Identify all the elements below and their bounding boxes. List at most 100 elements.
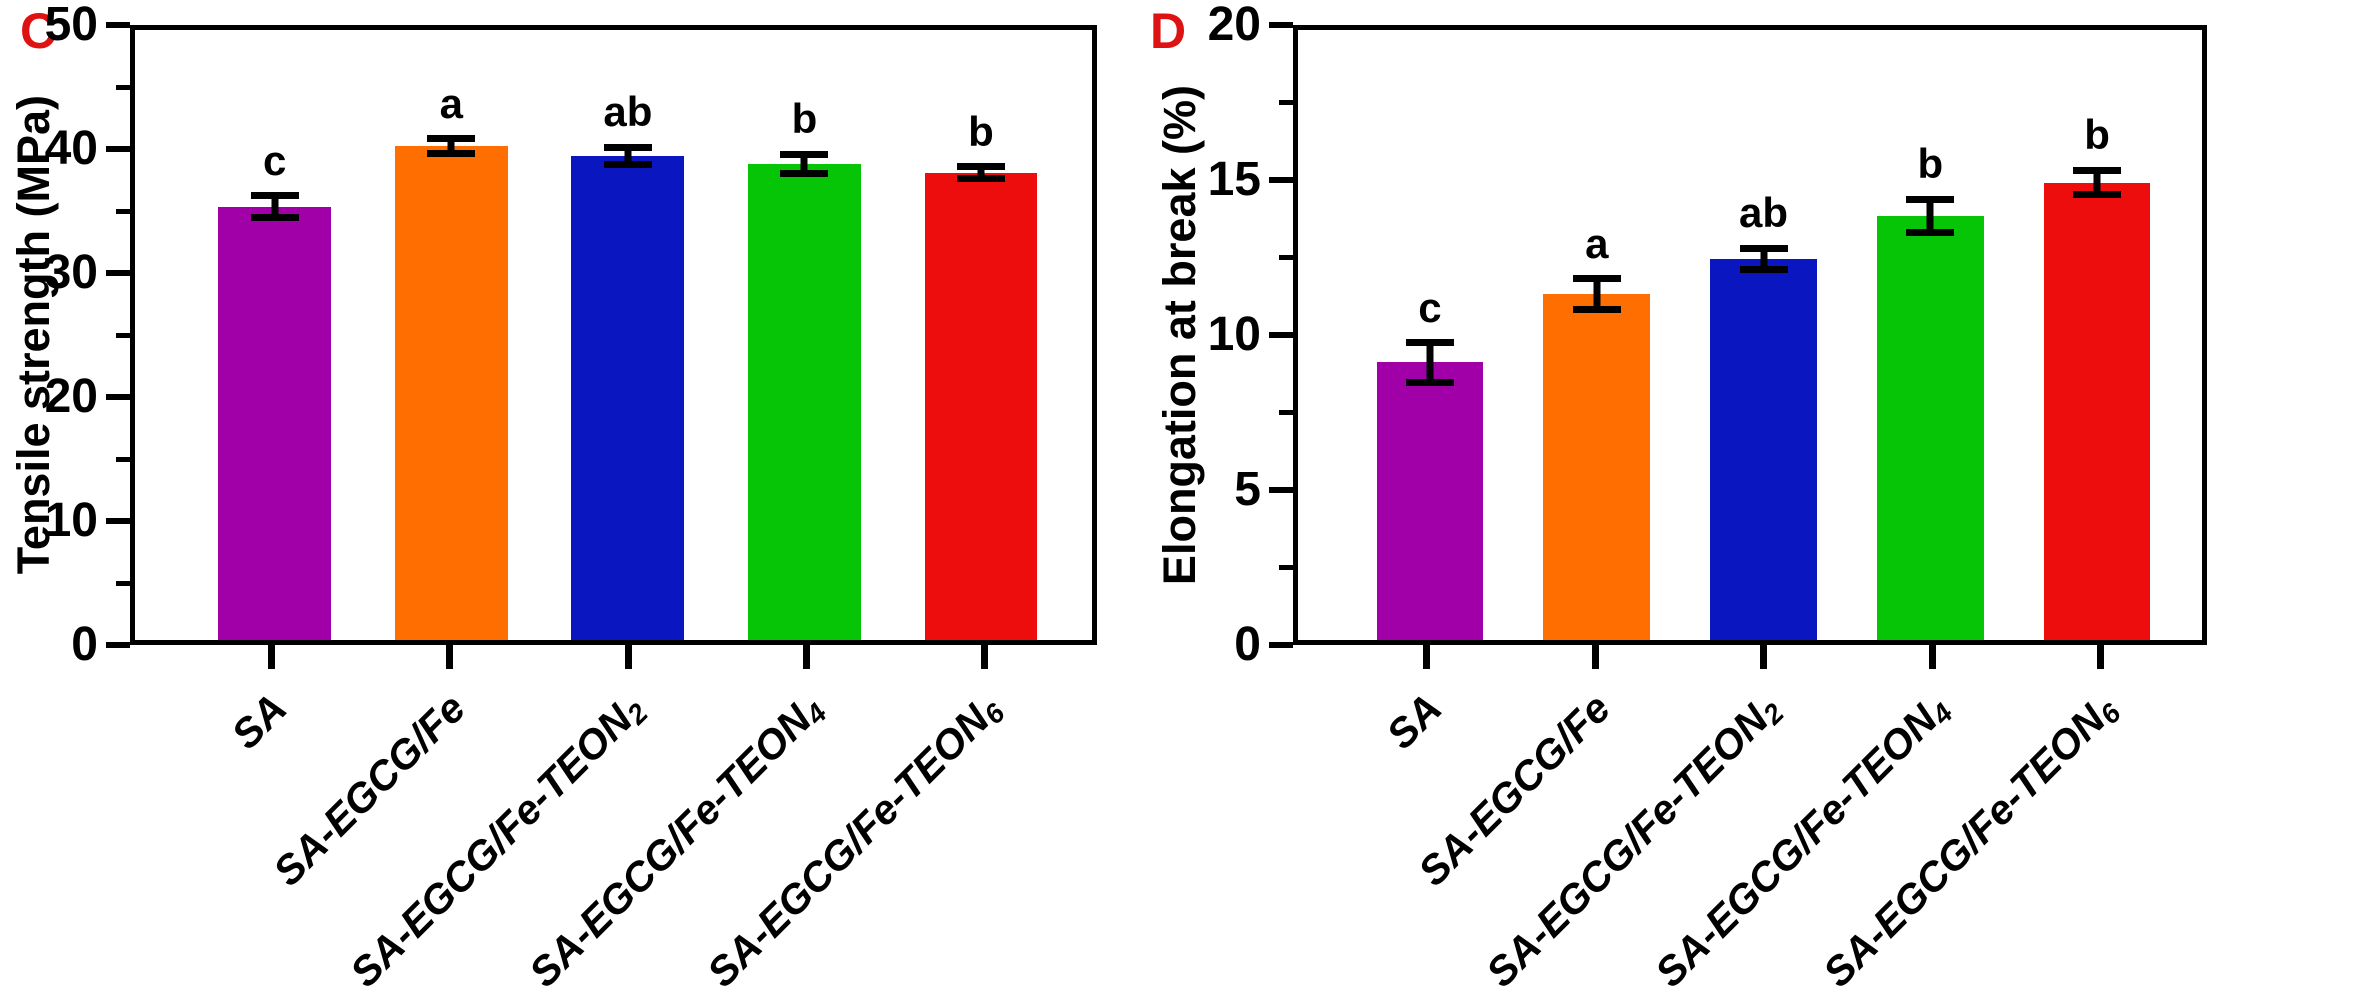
y-tick-label: 10: [1207, 308, 1261, 361]
error-bar: [800, 154, 808, 174]
plot-area-c: c a ab b b: [135, 30, 1092, 640]
y-minor-tick: [116, 332, 130, 338]
bar-sa-egcg-fe-teon2: [1710, 258, 1817, 640]
significance-letter: ab: [1739, 189, 1789, 237]
error-bar: [1926, 199, 1934, 233]
error-bar-cap: [1906, 195, 1955, 203]
significance-letter: a: [439, 79, 463, 127]
bar-sa: [218, 206, 332, 640]
x-tick-label: SA-EGCG/Fe-TEON4: [520, 687, 833, 997]
y-axis-title-column-c: Tensile strength (MPa): [6, 25, 62, 645]
x-tick-label-text: SA-EGCG/Fe-TEON: [1814, 695, 2115, 996]
y-tick-label: 5: [1234, 463, 1261, 516]
x-tick-label: SA-EGCG/Fe-TEON6: [698, 687, 1011, 997]
x-tick: [1422, 645, 1430, 669]
y-major-tick: [106, 518, 130, 524]
error-bar-cap: [603, 143, 652, 151]
y-major-tick: [1269, 22, 1293, 28]
error-bar-cap: [2073, 191, 2122, 199]
y-minor-tick: [1279, 255, 1293, 260]
error-bar-cap: [1405, 339, 1454, 347]
bar-sa-egcg-fe-teon6: [924, 172, 1038, 640]
x-tick: [446, 645, 454, 669]
x-tick-label: SA-EGCG/Fe-TEON2: [1477, 687, 1790, 997]
figure: C Tensile strength (MPa) c a ab b b 0 10 20 30 4…: [6, 0, 2366, 996]
error-bar-cap: [1572, 305, 1621, 313]
significance-letter: c: [1418, 283, 1442, 331]
y-tick-label: 10: [44, 494, 98, 547]
x-tick-label: SA: [1378, 684, 1452, 759]
y-major-tick: [106, 146, 130, 152]
plot-area-d: c a ab b b: [1298, 30, 2202, 640]
y-major-tick: [106, 270, 130, 276]
bar-sa-egcg-fe-teon4: [1877, 216, 1984, 640]
x-tick-label: SA-EGCG/Fe-TEON2: [342, 687, 655, 997]
error-bar-cap: [956, 175, 1005, 183]
y-tick-label: 0: [71, 618, 98, 671]
y-major-tick: [1269, 642, 1293, 648]
y-minor-tick: [1279, 565, 1293, 570]
x-tick-label: SA-EGCG/Fe-TEON4: [1645, 687, 1959, 997]
y-tick-label: 15: [1207, 153, 1261, 206]
significance-letter: b: [791, 95, 818, 143]
error-bar-cap: [427, 149, 476, 157]
y-tick-label: 20: [44, 370, 98, 423]
error-bar-cap: [1739, 265, 1788, 273]
x-tick-label-text: SA-EGCG/Fe-TEON: [1477, 695, 1778, 996]
y-tick-label: 0: [1234, 618, 1261, 671]
significance-letter: ab: [603, 88, 653, 136]
error-bar: [1760, 248, 1768, 270]
significance-letter: b: [2084, 111, 2110, 159]
y-major-tick: [1269, 332, 1293, 338]
error-bar-cap: [1739, 244, 1788, 252]
error-bar-cap: [780, 150, 829, 158]
bar-sa-egcg-fe: [394, 145, 508, 640]
error-bar-cap: [427, 135, 476, 143]
panel-d: D Elongation at break (%) c a ab b b 0 5 10 15 2…: [1100, 0, 2366, 996]
error-bar-cap: [603, 160, 652, 168]
x-tick: [1928, 645, 1936, 669]
panel-letter-d: D: [1150, 3, 1187, 59]
y-major-tick: [106, 22, 130, 28]
plot-frame-d: c a ab b b: [1293, 25, 2207, 645]
error-bar: [447, 138, 455, 154]
x-tick-label: SA: [223, 685, 297, 759]
panel-letter-c: C: [20, 3, 57, 59]
error-bar-cap: [1906, 229, 1955, 237]
bar-sa-egcg-fe: [1543, 293, 1651, 640]
x-tick: [802, 645, 810, 669]
x-tick: [981, 645, 989, 669]
error-bar-cap: [1572, 275, 1621, 283]
y-tick-label: 20: [1207, 0, 1261, 51]
y-major-tick: [1269, 487, 1293, 493]
y-major-tick: [106, 394, 130, 400]
y-major-tick: [1269, 177, 1293, 183]
error-bar: [977, 166, 985, 179]
error-bar-cap: [2073, 166, 2122, 174]
y-tick-label: 30: [44, 246, 98, 299]
y-major-tick: [106, 642, 130, 648]
x-tick-label-text: SA-EGCG/Fe-TEON: [1645, 695, 1946, 996]
bar-sa-egcg-fe-teon4: [747, 164, 861, 640]
y-minor-tick: [1279, 100, 1293, 105]
y-tick-label: 50: [44, 0, 98, 51]
x-tick: [1760, 645, 1768, 669]
bar-sa-egcg-fe-teon6: [2043, 182, 2151, 640]
bar-sa-egcg-fe-teon2: [571, 155, 685, 640]
significance-letter: c: [263, 136, 287, 184]
plot-frame-c: c a ab b b: [130, 25, 1097, 645]
y-minor-tick: [116, 580, 130, 586]
significance-letter: a: [1585, 219, 1609, 267]
y-minor-tick: [1279, 410, 1293, 415]
x-tick: [267, 645, 275, 669]
error-bar-cap: [250, 192, 299, 200]
error-bar: [271, 195, 279, 218]
error-bar: [1593, 278, 1601, 310]
error-bar-cap: [956, 163, 1005, 171]
x-tick-label: SA-EGCG/Fe-TEON6: [1814, 687, 2127, 997]
x-tick-label-text: SA: [1378, 684, 1451, 758]
error-bar: [2093, 170, 2101, 195]
error-bar: [624, 147, 632, 165]
significance-letter: b: [968, 107, 994, 155]
y-minor-tick: [116, 456, 130, 462]
